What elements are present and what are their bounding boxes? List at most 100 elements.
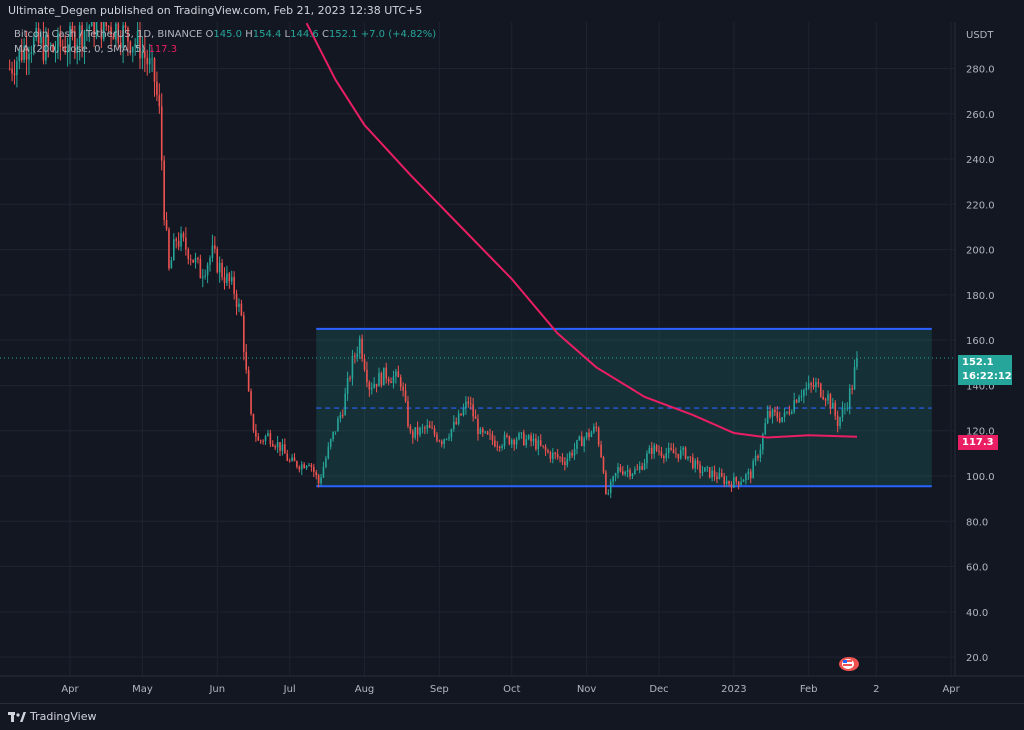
symbol-title[interactable]: Bitcoin Cash / TetherUS, 1D, BINANCE xyxy=(14,29,203,40)
candle-body xyxy=(78,25,81,45)
candle-body xyxy=(689,456,692,458)
candle-body xyxy=(64,46,66,53)
candle-body xyxy=(733,477,735,488)
candle-body xyxy=(93,22,95,36)
candle-body xyxy=(626,470,629,472)
candle-body xyxy=(489,434,491,435)
y-tick-label: 260.0 xyxy=(966,110,995,121)
candle-body xyxy=(8,68,11,70)
candle-body xyxy=(783,412,786,418)
candle-body xyxy=(848,388,851,408)
candle-body xyxy=(788,411,791,414)
candle-body xyxy=(851,388,853,390)
candle-body xyxy=(428,425,431,428)
candle-body xyxy=(303,464,305,469)
candle-body xyxy=(317,475,320,484)
candle-body xyxy=(819,383,822,397)
candle-body xyxy=(605,472,607,494)
candle-body xyxy=(182,233,185,238)
candle-body xyxy=(474,416,477,419)
candle-body xyxy=(175,239,178,241)
candle-body xyxy=(554,452,557,454)
candle-body xyxy=(532,438,535,442)
price-chart[interactable]: 20.0 40.0 60.0 80.0 100.0 120.0 140.0 160.0 180.… xyxy=(0,22,1024,703)
candle-body xyxy=(235,293,238,307)
candle-body xyxy=(518,433,520,440)
current-price-label: 152.1 16:22:12 xyxy=(958,355,1012,385)
candle-body xyxy=(139,30,141,59)
candle-body xyxy=(590,432,593,437)
candle-body xyxy=(660,451,663,456)
candle-body xyxy=(641,466,643,470)
candle-body xyxy=(40,36,42,44)
candle-body xyxy=(81,25,83,48)
candle-body xyxy=(337,418,339,432)
candle-body xyxy=(706,467,709,469)
candle-body xyxy=(496,446,499,448)
candle-body xyxy=(856,358,858,368)
candle-body xyxy=(740,482,742,485)
candle-body xyxy=(716,476,718,480)
candle-body xyxy=(824,399,827,401)
candle-body xyxy=(822,396,824,400)
publisher-name[interactable]: Ultimate_Degen xyxy=(8,4,97,17)
candle-body xyxy=(344,393,346,416)
candle-body xyxy=(730,484,733,488)
candle-body xyxy=(37,28,40,44)
candle-body xyxy=(252,413,255,431)
candle-body xyxy=(385,367,388,379)
candle-body xyxy=(341,414,344,416)
candle-body xyxy=(827,394,829,401)
candle-body xyxy=(271,444,274,447)
candle-body xyxy=(13,73,16,76)
candle-body xyxy=(542,445,544,447)
candle-body xyxy=(214,245,216,249)
candle-body xyxy=(165,219,168,230)
candle-body xyxy=(134,44,136,47)
candle-body xyxy=(153,58,156,82)
footer-brand[interactable]: TradingView xyxy=(30,710,97,723)
candle-body xyxy=(737,481,740,485)
candle-body xyxy=(704,467,706,472)
candle-body xyxy=(679,449,682,459)
us-flag-icon[interactable] xyxy=(838,656,860,672)
candle-body xyxy=(805,387,808,391)
candle-body xyxy=(643,463,646,470)
candle-body xyxy=(399,377,402,387)
candle-body xyxy=(192,259,194,263)
candle-body xyxy=(672,449,675,454)
candle-body xyxy=(57,32,59,52)
x-tick-label: Feb xyxy=(800,684,818,695)
ma-title[interactable]: MA (200, close, 0, SMA, 5) xyxy=(14,44,146,55)
high-value: 154.4 xyxy=(252,29,282,40)
candle-body xyxy=(846,407,849,409)
candle-body xyxy=(298,466,301,470)
candle-body xyxy=(315,471,318,476)
candle-body xyxy=(351,355,354,379)
candle-body xyxy=(327,446,330,459)
candle-body xyxy=(358,338,361,354)
candle-body xyxy=(45,35,47,61)
candle-body xyxy=(177,240,180,247)
candle-body xyxy=(448,437,450,439)
candle-body xyxy=(573,448,576,456)
x-tick-label: Dec xyxy=(649,684,668,695)
open-value: 145.0 xyxy=(213,29,242,40)
candle-body xyxy=(759,449,762,458)
candle-body xyxy=(836,415,839,426)
x-tick-label: 2023 xyxy=(721,684,746,695)
candle-body xyxy=(465,401,467,409)
candle-body xyxy=(411,431,414,438)
candle-body xyxy=(556,453,559,458)
candle-body xyxy=(624,471,627,475)
candle-body xyxy=(115,23,117,40)
candle-body xyxy=(595,426,598,428)
candle-body xyxy=(267,433,269,437)
candle-body xyxy=(402,386,404,391)
candle-body xyxy=(42,36,45,61)
candle-body xyxy=(148,58,151,65)
candle-body xyxy=(723,476,725,485)
candle-body xyxy=(749,471,752,479)
candle-body xyxy=(646,453,648,464)
candle-body xyxy=(83,31,86,48)
